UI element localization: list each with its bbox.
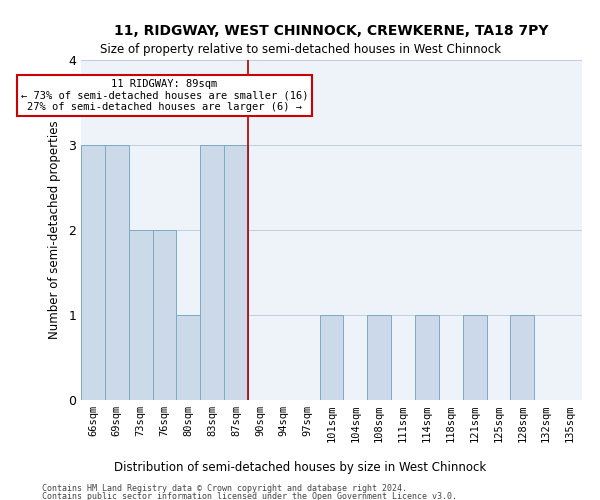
Bar <box>224 145 248 400</box>
Bar <box>81 145 105 400</box>
Text: Contains HM Land Registry data © Crown copyright and database right 2024.: Contains HM Land Registry data © Crown c… <box>42 484 407 493</box>
Title: 11, RIDGWAY, WEST CHINNOCK, CREWKERNE, TA18 7PY: 11, RIDGWAY, WEST CHINNOCK, CREWKERNE, T… <box>114 24 549 38</box>
Bar <box>176 315 200 400</box>
Bar <box>105 145 129 400</box>
Bar <box>152 230 176 400</box>
Text: 11 RIDGWAY: 89sqm
← 73% of semi-detached houses are smaller (16)
27% of semi-det: 11 RIDGWAY: 89sqm ← 73% of semi-detached… <box>21 78 308 112</box>
Bar <box>511 315 534 400</box>
Bar <box>320 315 343 400</box>
Bar <box>129 230 152 400</box>
Text: Size of property relative to semi-detached houses in West Chinnock: Size of property relative to semi-detach… <box>100 42 500 56</box>
Text: Distribution of semi-detached houses by size in West Chinnock: Distribution of semi-detached houses by … <box>114 461 486 474</box>
Bar <box>415 315 439 400</box>
Y-axis label: Number of semi-detached properties: Number of semi-detached properties <box>48 120 61 340</box>
Bar <box>367 315 391 400</box>
Text: Contains public sector information licensed under the Open Government Licence v3: Contains public sector information licen… <box>42 492 457 500</box>
Bar <box>463 315 487 400</box>
Bar <box>200 145 224 400</box>
